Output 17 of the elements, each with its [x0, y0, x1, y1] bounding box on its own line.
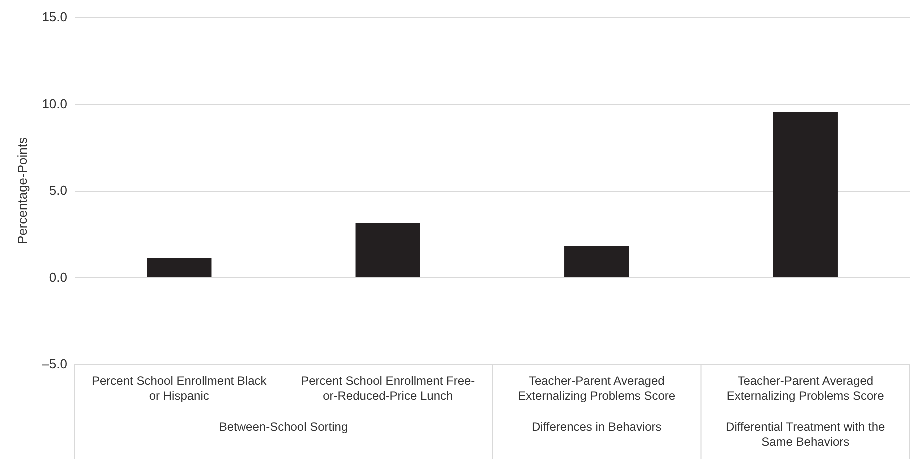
- text: Differential Treatment with the Same Behaviors: [726, 420, 886, 449]
- x-tick-label: Teacher-Parent Averaged Externalizing Problems Score: [726, 374, 885, 403]
- y-tick-label: 0.0: [49, 270, 68, 285]
- text: Between-School Sorting: [219, 420, 348, 434]
- y-tick-label: 15.0: [42, 10, 68, 24]
- y-tick-label: –5.0: [42, 356, 68, 372]
- bar: [147, 258, 212, 278]
- bar: [773, 112, 838, 278]
- y-axis-title: Percentage-Points: [15, 137, 30, 244]
- x-tick-label: Teacher-Parent Averaged Externalizing Problems Score: [518, 374, 676, 403]
- text: Differences in Behaviors: [532, 420, 662, 434]
- y-tick-label: 10.0: [42, 96, 68, 112]
- bar: [356, 223, 420, 278]
- x-tick-label: Percent School Enrollment Black or Hispanic: [92, 374, 268, 403]
- bar: [564, 246, 630, 278]
- x-tick-label: Percent School Enrollment Free-or-Reduced-Price Lunch: [301, 374, 476, 403]
- y-tick-label: 5.0: [49, 183, 68, 198]
